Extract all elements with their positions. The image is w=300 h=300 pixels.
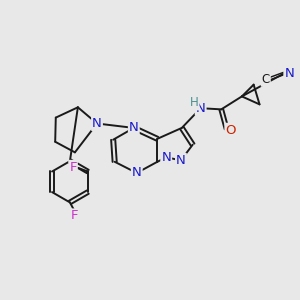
Text: C: C [262, 73, 270, 86]
Text: N: N [196, 102, 206, 115]
Text: N: N [284, 67, 294, 80]
Text: F: F [70, 209, 78, 223]
Text: O: O [225, 124, 236, 137]
Text: N: N [129, 122, 139, 134]
Text: N: N [161, 151, 171, 164]
Text: N: N [132, 167, 142, 179]
Text: F: F [69, 161, 77, 174]
Text: N: N [92, 117, 102, 130]
Text: H: H [190, 96, 199, 110]
Text: N: N [176, 154, 186, 167]
